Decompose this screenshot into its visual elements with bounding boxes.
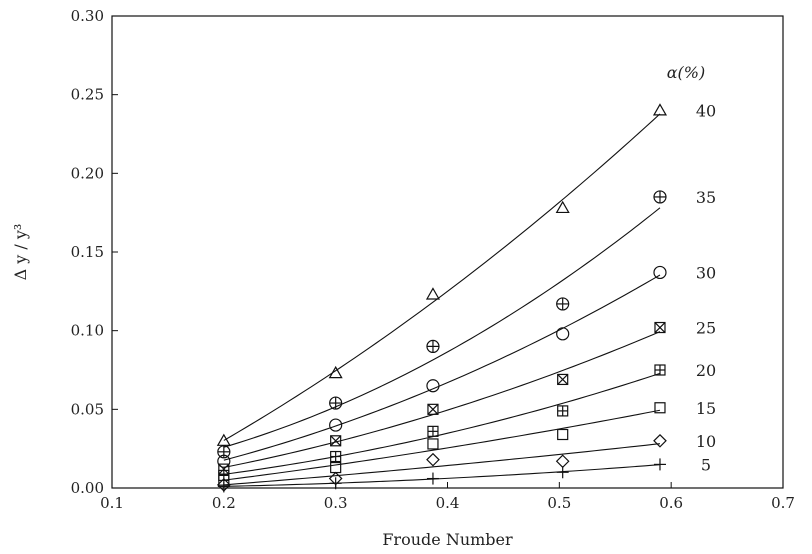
square-marker bbox=[427, 438, 439, 450]
series-label-20: 20 bbox=[696, 361, 716, 380]
series-labels: 40 35 30 25 20 15 10 5 bbox=[696, 101, 716, 474]
fit-curve-25 bbox=[223, 331, 661, 468]
plus-marker bbox=[217, 480, 230, 493]
series-label-25: 25 bbox=[696, 319, 716, 338]
plus-marker bbox=[329, 477, 342, 490]
y-axis-title: Δ y / y³ bbox=[11, 224, 30, 281]
fit-curves bbox=[223, 113, 661, 487]
square-marker bbox=[654, 402, 666, 414]
circle-marker bbox=[556, 327, 570, 341]
x-axis-title: Froude Number bbox=[382, 530, 513, 549]
plot-border bbox=[111, 15, 784, 489]
plus-marker bbox=[653, 458, 666, 471]
diamond-marker bbox=[426, 452, 440, 467]
x-tick-label: 0.3 bbox=[324, 494, 348, 512]
fit-curve-30 bbox=[223, 274, 661, 461]
data-points bbox=[216, 103, 668, 493]
y-tick-label: 0.30 bbox=[71, 7, 104, 25]
circle-plus-marker bbox=[426, 339, 440, 353]
x-tick-label: 0.1 bbox=[100, 494, 124, 512]
square-plus-marker bbox=[654, 364, 666, 376]
series-label-10: 10 bbox=[696, 432, 716, 451]
triangle-marker bbox=[652, 103, 668, 116]
circle-plus-marker bbox=[217, 445, 231, 459]
y-tick-label: 0.15 bbox=[71, 243, 104, 261]
x-axis-ticks: 0.1 0.2 0.3 0.4 0.5 0.6 0.7 bbox=[100, 482, 795, 512]
y-tick-label: 0.25 bbox=[71, 86, 104, 104]
square-x-marker bbox=[330, 435, 342, 447]
y-axis-ticks: 0.00 0.05 0.10 0.15 0.20 0.25 0.30 bbox=[71, 7, 118, 497]
legend-title: α(%) bbox=[667, 63, 706, 82]
square-plus-marker bbox=[427, 425, 439, 437]
y-tick-label: 0.20 bbox=[71, 164, 104, 182]
triangle-marker bbox=[425, 287, 440, 300]
series-label-30: 30 bbox=[696, 263, 716, 282]
x-tick-label: 0.6 bbox=[659, 494, 683, 512]
square-x-marker bbox=[557, 373, 569, 386]
fit-curve-40 bbox=[223, 113, 661, 441]
triangle-marker bbox=[555, 200, 570, 214]
square-plus-marker bbox=[557, 405, 569, 417]
circle-marker bbox=[329, 418, 343, 432]
triangle-marker bbox=[328, 365, 343, 379]
square-x-marker bbox=[654, 321, 666, 334]
series-label-40: 40 bbox=[696, 101, 716, 120]
y-tick-label: 0.00 bbox=[71, 479, 104, 497]
series-label-5: 5 bbox=[701, 455, 711, 474]
x-tick-label: 0.4 bbox=[436, 494, 460, 512]
fit-curve-20 bbox=[223, 372, 661, 475]
circle-plus-marker bbox=[556, 297, 570, 311]
square-marker bbox=[557, 428, 569, 441]
circle-marker bbox=[653, 265, 667, 280]
circle-plus-marker bbox=[653, 190, 667, 204]
diamond-marker bbox=[555, 454, 570, 469]
plot-frame bbox=[111, 15, 784, 489]
y-tick-label: 0.05 bbox=[71, 400, 104, 418]
circle-marker bbox=[217, 454, 231, 468]
fit-curve-35 bbox=[223, 207, 661, 448]
plus-marker bbox=[556, 466, 569, 479]
x-tick-label: 0.7 bbox=[771, 494, 795, 512]
plus-marker bbox=[426, 472, 439, 485]
fit-curve-10 bbox=[223, 443, 661, 486]
fit-curve-5 bbox=[223, 464, 661, 487]
x-tick-label: 0.5 bbox=[547, 494, 571, 512]
fit-curve-15 bbox=[223, 409, 661, 481]
square-plus-marker bbox=[330, 450, 342, 463]
circle-plus-marker bbox=[329, 396, 343, 410]
series-label-15: 15 bbox=[696, 399, 716, 418]
x-tick-label: 0.2 bbox=[212, 494, 236, 512]
y-tick-label: 0.10 bbox=[71, 322, 104, 340]
series-label-35: 35 bbox=[696, 188, 716, 207]
square-x-marker bbox=[427, 403, 439, 415]
diamond-marker bbox=[653, 433, 667, 448]
circle-marker bbox=[426, 379, 440, 393]
